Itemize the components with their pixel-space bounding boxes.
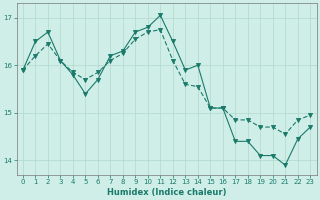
X-axis label: Humidex (Indice chaleur): Humidex (Indice chaleur) [107,188,226,197]
